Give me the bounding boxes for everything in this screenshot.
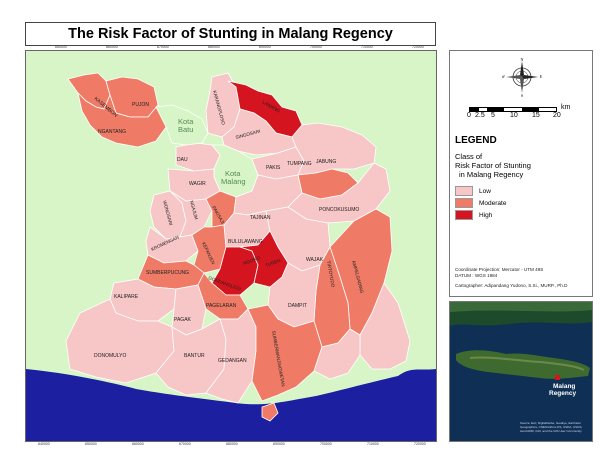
- map-title: The Risk Factor of Stunting in Malang Re…: [25, 22, 436, 46]
- svg-text:Regency: Regency: [549, 390, 576, 397]
- tick-top-6: 700000: [310, 45, 322, 49]
- legend-panel: N S E W km 0 2.5 5 10 15 20 LEGEND Class…: [449, 50, 593, 297]
- label-turen: TUREN: [265, 258, 282, 268]
- scale-label-1: 2.5: [475, 112, 485, 119]
- scale-bar: km 0 2.5 5 10 15 20: [467, 104, 585, 121]
- label-tirtoyudo: TIRTOYUDO: [326, 260, 336, 288]
- swatch-high: [455, 210, 473, 220]
- legend-item-moderate: Moderate: [455, 197, 506, 209]
- district-ngantang[interactable]: [77, 91, 167, 148]
- tick-top-7: 710000: [361, 45, 373, 49]
- label-wonosari: WONOSARI: [162, 200, 173, 226]
- label-poncokusumo: PONCOKUSUMO: [319, 207, 359, 213]
- label-wagir: WAGIR: [189, 181, 206, 187]
- scale-label-2: 5: [491, 112, 495, 119]
- tick-bottom-8: 710000: [367, 442, 379, 446]
- label-tajinan: TAJINAN: [250, 215, 271, 221]
- label-pagelaran: PAGELARAN: [206, 303, 237, 309]
- label-pujon: PUJON: [132, 102, 149, 108]
- label-dampit: DAMPIT: [288, 303, 307, 309]
- tick-bottom-2: 650000: [85, 442, 97, 446]
- label-donomulyo: DONOMULYO: [94, 353, 127, 359]
- tick-bottom-6: 690000: [273, 442, 285, 446]
- swatch-moderate: [455, 198, 473, 208]
- label-kota-batu-2: Batu: [178, 125, 193, 134]
- label-ngajum: NGAJUM: [189, 200, 199, 220]
- label-dau: DAU: [177, 157, 188, 163]
- legend-class-title: Class of Risk Factor of Stunting in Mala…: [455, 152, 531, 179]
- districts-layer: [65, 72, 411, 422]
- label-kalipare: KALIPARE: [114, 294, 139, 300]
- tick-bottom-1: 640000: [38, 442, 50, 446]
- district-sumbermanjingwetan[interactable]: [247, 304, 323, 402]
- tick-bottom-9: 720000: [414, 442, 426, 446]
- label-pagak: PAGAK: [174, 317, 192, 323]
- svg-text:W: W: [502, 74, 505, 79]
- tick-top-8: 720000: [412, 45, 424, 49]
- label-ngantang: NGANTANG: [98, 129, 126, 135]
- svg-text:N: N: [521, 57, 524, 62]
- compass-rose-icon: N S E W: [502, 57, 542, 97]
- tick-top-4: 680000: [208, 45, 220, 49]
- label-kota-malang-2: Malang: [221, 177, 246, 186]
- tick-top-5: 690000: [259, 45, 271, 49]
- regency-map: KASEMBON PUJON NGANTANG KARANGPLOSO LAWA…: [26, 51, 436, 441]
- label-bululawang: BULULAWANG: [228, 239, 263, 245]
- scale-label-0: 0: [467, 112, 471, 119]
- tick-bottom-4: 670000: [179, 442, 191, 446]
- tick-top-3: 670000: [157, 45, 169, 49]
- scale-label-4: 15: [532, 112, 540, 119]
- label-gedangan: GEDANGAN: [218, 358, 247, 364]
- label-pakis: PAKIS: [266, 165, 281, 171]
- tick-top-2: 660000: [106, 45, 118, 49]
- map-frame: KASEMBON PUJON NGANTANG KARANGPLOSO LAWA…: [25, 50, 437, 442]
- district-kromengan[interactable]: [145, 226, 199, 264]
- label-ngoro: NGORO: [243, 255, 261, 266]
- legend-item-low: Low: [455, 185, 506, 197]
- label-bantur: BANTUR: [184, 353, 205, 359]
- label-kota-malang-1: Kota: [225, 169, 241, 178]
- svg-text:AeroGRID, IGN, and the GIS Use: AeroGRID, IGN, and the GIS User Communit…: [520, 429, 582, 433]
- malang-location-marker: [555, 375, 560, 380]
- sea: [26, 369, 436, 441]
- legend-items: Low Moderate High: [455, 185, 506, 221]
- tick-bottom-5: 680000: [226, 442, 238, 446]
- district-jabung[interactable]: [291, 122, 377, 176]
- district-gedangan[interactable]: [205, 308, 257, 404]
- label-kota-batu-1: Kota: [178, 117, 194, 126]
- district-pagak[interactable]: [171, 284, 207, 336]
- inset-map: Malang Regency Source: Esri, DigitalGlob…: [449, 301, 593, 442]
- cartographer-text: Cartographer: Adipandang Yudono, S.Si., …: [455, 283, 568, 288]
- island-sempu[interactable]: [261, 402, 279, 422]
- tick-bottom-3: 660000: [132, 442, 144, 446]
- district-south-dampit[interactable]: [313, 328, 361, 380]
- label-wajak: WAJAK: [306, 257, 324, 263]
- datum-text: DATUM : WGS 1984: [455, 273, 498, 278]
- tick-top-1: 650000: [55, 45, 67, 49]
- svg-text:Geographics, CNES/Airbus DS, U: Geographics, CNES/Airbus DS, USDA, USGS,: [520, 425, 583, 429]
- scale-label-5: 20: [553, 112, 561, 119]
- legend-item-high: High: [455, 209, 506, 221]
- tick-bottom-7: 700000: [320, 442, 332, 446]
- legend-heading: LEGEND: [455, 135, 497, 146]
- inset-satellite: Malang Regency Source: Esri, DigitalGlob…: [450, 302, 592, 441]
- svg-text:E: E: [540, 74, 542, 79]
- projection-text: Coordinate Projection: Mercator - UTM 49…: [455, 267, 544, 272]
- label-jabung: JABUNG: [316, 159, 336, 165]
- district-pagelaran[interactable]: [197, 272, 249, 320]
- svg-text:S: S: [521, 93, 523, 97]
- scale-unit: km: [561, 104, 571, 111]
- city-batu-area[interactable]: [155, 104, 209, 146]
- swatch-low: [455, 186, 473, 196]
- label-singosari: SINGOSARI: [235, 129, 261, 140]
- label-sumberpucung: SUMBERPUCUNG: [146, 270, 189, 276]
- svg-text:Source: Esri, DigitalGlobe, Ge: Source: Esri, DigitalGlobe, GeoEye, Eart…: [520, 421, 581, 425]
- svg-text:Malang: Malang: [553, 383, 575, 390]
- district-east-coast[interactable]: [359, 282, 411, 370]
- scale-label-3: 10: [510, 112, 518, 119]
- label-tumpang: TUMPANG: [287, 161, 312, 167]
